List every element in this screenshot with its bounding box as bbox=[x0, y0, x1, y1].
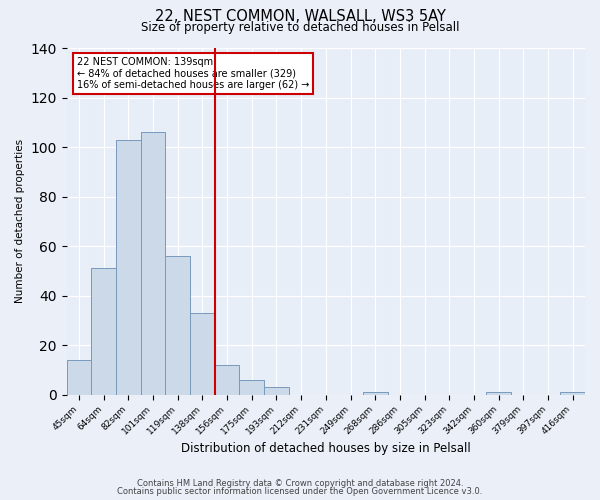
Text: Contains public sector information licensed under the Open Government Licence v3: Contains public sector information licen… bbox=[118, 487, 482, 496]
Y-axis label: Number of detached properties: Number of detached properties bbox=[15, 140, 25, 304]
Bar bbox=[486, 392, 511, 394]
Bar bbox=[215, 365, 239, 394]
Bar bbox=[239, 380, 264, 394]
X-axis label: Distribution of detached houses by size in Pelsall: Distribution of detached houses by size … bbox=[181, 442, 471, 455]
Text: 22 NEST COMMON: 139sqm
← 84% of detached houses are smaller (329)
16% of semi-de: 22 NEST COMMON: 139sqm ← 84% of detached… bbox=[77, 56, 310, 90]
Text: Contains HM Land Registry data © Crown copyright and database right 2024.: Contains HM Land Registry data © Crown c… bbox=[137, 478, 463, 488]
Bar bbox=[141, 132, 166, 394]
Bar bbox=[67, 360, 91, 394]
Bar bbox=[264, 387, 289, 394]
Bar bbox=[91, 268, 116, 394]
Text: Size of property relative to detached houses in Pelsall: Size of property relative to detached ho… bbox=[141, 21, 459, 34]
Bar bbox=[190, 313, 215, 394]
Bar bbox=[166, 256, 190, 394]
Bar bbox=[560, 392, 585, 394]
Text: 22, NEST COMMON, WALSALL, WS3 5AY: 22, NEST COMMON, WALSALL, WS3 5AY bbox=[155, 9, 445, 24]
Bar bbox=[363, 392, 388, 394]
Bar bbox=[116, 140, 141, 394]
